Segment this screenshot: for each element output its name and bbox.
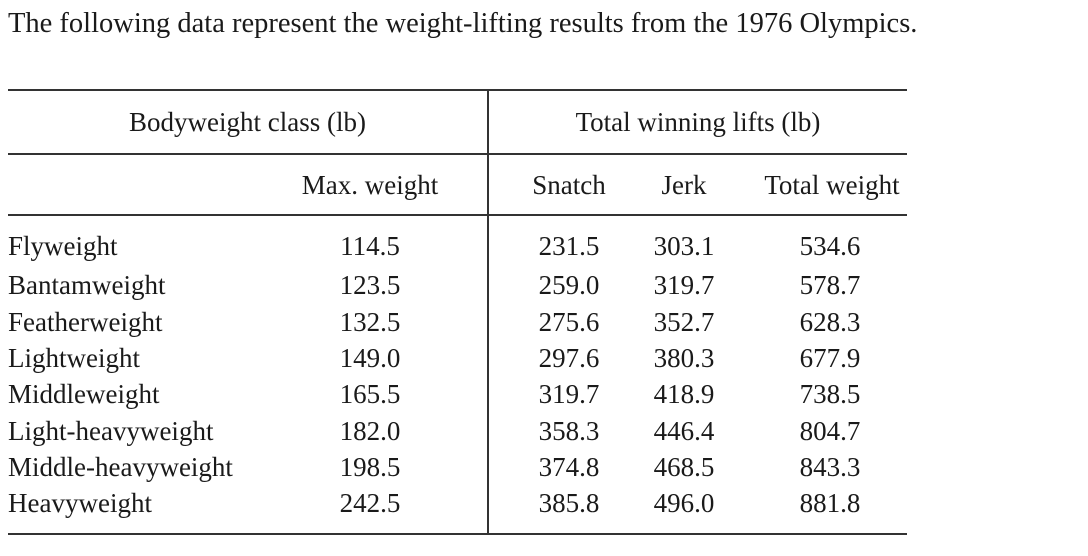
total-weight-cell: 578.7 [799,270,861,300]
snatch-cell: 259.0 [538,270,600,300]
total-weight-cell: 534.6 [799,231,861,261]
total-weight-cell: 628.3 [799,307,861,337]
class-cell: Heavyweight [8,488,152,518]
snatch-cell: 275.6 [538,307,600,337]
snatch-cell: 231.5 [538,231,600,261]
snatch-cell: 385.8 [538,488,600,518]
class-cell: Flyweight [8,231,118,261]
jerk-cell: 418.9 [653,379,715,409]
jerk-cell: 446.4 [653,416,715,446]
total-weight-column-header: Total weight [764,170,900,200]
top-rule [8,89,907,91]
jerk-cell: 352.7 [653,307,715,337]
max-weight-cell: 182.0 [339,416,401,446]
jerk-column-header: Jerk [661,170,707,200]
total-weight-cell: 738.5 [799,379,861,409]
max-weight-cell: 149.0 [339,343,401,373]
group-header-rule [8,153,907,155]
class-cell: Bantamweight [8,270,166,300]
snatch-cell: 358.3 [538,416,600,446]
jerk-cell: 496.0 [653,488,715,518]
snatch-cell: 374.8 [538,452,600,482]
class-cell: Lightweight [8,343,140,373]
column-header-rule [8,214,907,216]
bottom-rule [8,533,907,535]
jerk-cell: 303.1 [653,231,715,261]
class-cell: Featherweight [8,307,163,337]
max-weight-cell: 132.5 [339,307,401,337]
max-weight-cell: 123.5 [339,270,401,300]
column-divider [487,89,489,535]
class-cell: Middle-heavyweight [8,452,233,482]
snatch-column-header: Snatch [532,170,606,200]
total-weight-cell: 677.9 [799,343,861,373]
jerk-cell: 380.3 [653,343,715,373]
max-weight-cell: 198.5 [339,452,401,482]
max-weight-cell: 242.5 [339,488,401,518]
class-cell: Middleweight [8,379,160,409]
bodyweight-group-header: Bodyweight class (lb) [129,107,366,137]
jerk-cell: 319.7 [653,270,715,300]
max-weight-cell: 114.5 [340,231,400,261]
max-weight-cell: 165.5 [339,379,401,409]
jerk-cell: 468.5 [653,452,715,482]
max-weight-column-header: Max. weight [301,170,439,200]
table-caption: The following data represent the weight-… [8,8,918,39]
snatch-cell: 319.7 [538,379,600,409]
total-weight-cell: 843.3 [799,452,861,482]
lifts-group-header: Total winning lifts (lb) [575,107,821,137]
total-weight-cell: 881.8 [799,488,861,518]
snatch-cell: 297.6 [538,343,600,373]
class-cell: Light-heavyweight [8,416,214,446]
total-weight-cell: 804.7 [799,416,861,446]
